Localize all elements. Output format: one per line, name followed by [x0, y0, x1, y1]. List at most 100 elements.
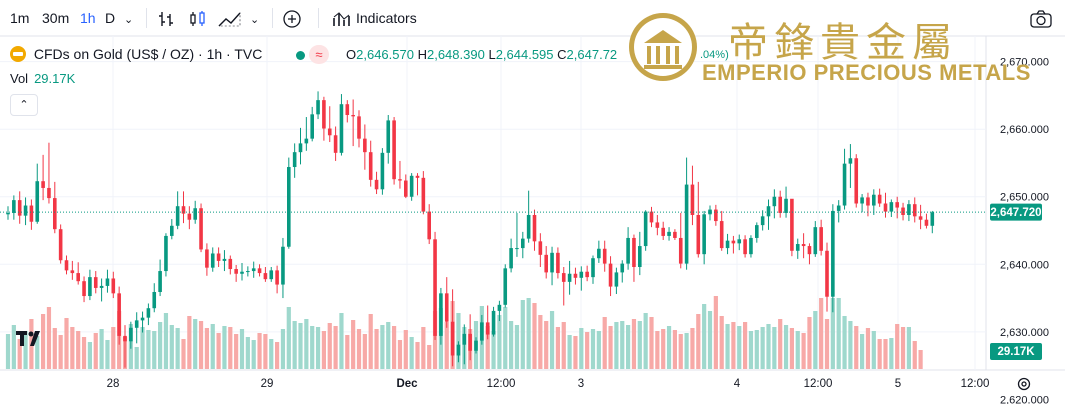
- candle-body: [497, 304, 502, 311]
- candle: [690, 165, 695, 226]
- chevron-down-icon[interactable]: ⌄: [250, 14, 260, 26]
- candle-body: [819, 227, 823, 251]
- time-tick-label: 12:00: [487, 378, 516, 390]
- candle-body: [427, 211, 431, 240]
- candle-body: [825, 250, 829, 297]
- candle: [907, 200, 911, 222]
- area-chart-icon[interactable]: [218, 10, 242, 31]
- price-axis[interactable]: 2,630.000 2,640.000 2,650.000 2,660.000 2,67…: [1000, 57, 1049, 404]
- volume-bar: [210, 324, 215, 369]
- volume-bar: [585, 332, 590, 369]
- interval-1h[interactable]: 1h: [80, 10, 96, 26]
- last-price-value: 2,647.720: [990, 207, 1041, 219]
- time-tick-label: 12:00: [804, 378, 833, 390]
- volume-bar: [76, 331, 81, 369]
- candle-body: [450, 321, 455, 356]
- candle-body: [281, 246, 285, 285]
- candle: [620, 260, 625, 283]
- candle-body: [292, 152, 297, 168]
- camera-icon[interactable]: [1030, 10, 1052, 33]
- interval-30m[interactable]: 30m: [42, 10, 70, 26]
- candle-body: [854, 158, 859, 204]
- candle-body: [193, 208, 197, 220]
- candle: [626, 227, 630, 270]
- candle-body: [597, 248, 601, 259]
- candle: [246, 266, 250, 277]
- candles-icon[interactable]: [188, 10, 208, 31]
- market-open-icon: [296, 51, 305, 60]
- candle: [485, 305, 490, 340]
- candle-body: [474, 340, 478, 351]
- volume-bar: [614, 322, 619, 369]
- close-label: C: [557, 47, 567, 62]
- volume-bar: [140, 327, 145, 369]
- volume-legend[interactable]: Vol 29.17K: [10, 71, 75, 86]
- brand-emblem: [626, 10, 700, 89]
- volume-bar: [392, 326, 397, 369]
- volume-bar: [649, 317, 654, 369]
- change-value: .04%): [700, 49, 729, 61]
- candle: [737, 234, 742, 251]
- indicators-icon[interactable]: [332, 10, 352, 31]
- candle-body: [749, 237, 753, 255]
- interval-1m[interactable]: 1m: [10, 10, 30, 26]
- price-tick-label: 2,650.000: [1000, 192, 1049, 204]
- candle-body: [778, 196, 782, 213]
- candle: [234, 264, 238, 282]
- candle: [807, 243, 812, 265]
- candle: [287, 157, 291, 249]
- divider: [146, 8, 147, 28]
- volume-bar: [158, 322, 163, 369]
- candle-body: [696, 214, 701, 255]
- collapse-legend-button[interactable]: ⌃: [10, 94, 38, 116]
- candle-body: [298, 143, 303, 153]
- interval-d[interactable]: D: [105, 10, 116, 26]
- volume-bar: [403, 330, 408, 369]
- candle: [515, 212, 519, 257]
- candle-body: [561, 273, 566, 282]
- candle-body: [181, 206, 186, 214]
- volume-bar: [70, 327, 75, 369]
- chevron-down-icon[interactable]: ⌄: [124, 14, 134, 26]
- candle: [152, 283, 157, 313]
- candle: [351, 99, 355, 147]
- bar-chart-icon[interactable]: [158, 10, 178, 31]
- symbol-legend[interactable]: CFDs on Gold (US$ / OZ) · 1h · TVC: [10, 46, 262, 66]
- candle: [550, 246, 554, 286]
- candle: [450, 289, 455, 367]
- wave-icon: ≈: [309, 45, 329, 64]
- volume-bar: [848, 321, 853, 369]
- brand-logo-text: EMPERIO PRECIOUS METALS: [702, 60, 1031, 85]
- volume-bar: [918, 350, 923, 369]
- candle-body: [380, 152, 385, 190]
- candle-body: [368, 152, 373, 180]
- candle: [404, 174, 408, 199]
- brand-logo-chinese: 帝鋒貴金屬: [728, 20, 958, 66]
- indicators-button[interactable]: Indicators: [356, 10, 417, 26]
- candle-body: [152, 291, 157, 309]
- volume-bar: [134, 347, 139, 369]
- open-label: O: [346, 47, 357, 62]
- market-status[interactable]: ≈: [292, 45, 332, 65]
- volume-bar: [643, 313, 648, 369]
- candle-body: [129, 327, 133, 342]
- candle-body: [53, 198, 57, 230]
- volume-bar: [602, 317, 607, 369]
- candle: [526, 190, 531, 243]
- candle: [99, 278, 104, 302]
- candle: [210, 247, 215, 272]
- time-tick-label: 29: [261, 378, 274, 390]
- candle: [257, 264, 262, 277]
- candle: [421, 171, 426, 215]
- candle-body: [421, 177, 426, 212]
- gear-icon[interactable]: [1016, 376, 1032, 397]
- time-axis[interactable]: 28 29 Dec 12:00 3 4 12:00 5 12:00: [107, 378, 990, 390]
- candle: [532, 209, 537, 251]
- candle: [784, 186, 788, 218]
- add-compare-icon[interactable]: [282, 10, 302, 33]
- candle-body: [35, 181, 40, 222]
- volume-bar: [409, 337, 414, 369]
- candle-body: [480, 322, 484, 341]
- volume-bar: [169, 325, 174, 369]
